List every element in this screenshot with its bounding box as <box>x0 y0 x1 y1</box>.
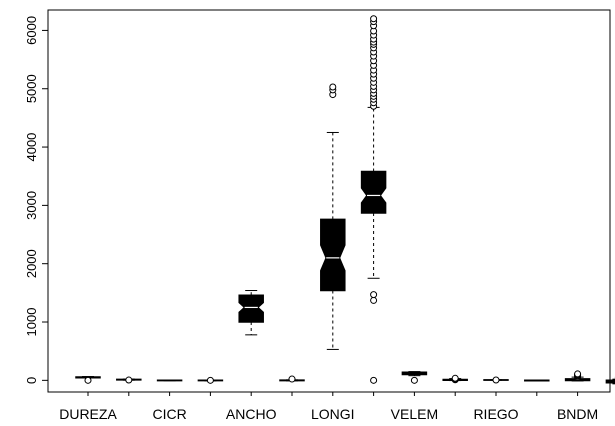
x-axis: DUREZA CICR ANCHO LONGI VELEM RIEGO BNDM <box>59 392 598 422</box>
outlier-point <box>84 376 92 384</box>
box-body <box>360 170 387 214</box>
box-4 <box>238 290 264 336</box>
box-1 <box>116 376 142 384</box>
y-tick-label: 6000 <box>24 16 39 45</box>
x-category-label: ANCHO <box>226 406 277 422</box>
x-category-label: LONGI <box>311 406 355 422</box>
box-10 <box>483 376 509 384</box>
outlier-point <box>370 296 378 304</box>
outlier-point <box>125 376 133 384</box>
x-category-label: DUREZA <box>59 406 117 422</box>
plot-frame <box>47 9 611 393</box>
x-category-label: VELEM <box>391 406 438 422</box>
box-0 <box>75 376 101 384</box>
outlier-point <box>329 83 337 91</box>
outlier-point <box>410 376 418 384</box>
plot-border <box>47 9 611 393</box>
x-category-label: RIEGO <box>473 406 518 422</box>
y-tick-label: 4000 <box>24 133 39 162</box>
x-category-label: BNDM <box>557 406 598 422</box>
box-13 <box>605 376 615 385</box>
y-tick-label: 2000 <box>24 249 39 278</box>
box-body <box>238 294 264 323</box>
box-body <box>320 218 346 292</box>
box-3 <box>197 376 224 384</box>
y-tick-label: 5000 <box>24 74 39 103</box>
box-6 <box>320 83 346 350</box>
outlier-point <box>574 370 582 378</box>
y-tick-label: 3000 <box>24 191 39 220</box>
box-5 <box>279 375 305 383</box>
y-tick-label: 0 <box>24 377 39 384</box>
box-12 <box>564 370 591 382</box>
box-9 <box>442 374 468 384</box>
box-8 <box>401 371 428 384</box>
outlier-point <box>288 375 296 383</box>
box-series <box>75 15 615 385</box>
outlier-point <box>451 374 459 382</box>
outlier-point <box>206 376 214 384</box>
box-7 <box>360 15 387 384</box>
y-tick-label: 1000 <box>24 308 39 337</box>
box-11 <box>524 379 550 382</box>
outlier-point <box>492 376 500 384</box>
outlier-point <box>370 291 378 299</box>
y-axis: 0 1000 2000 3000 4000 5000 6000 <box>24 16 48 384</box>
x-category-label: CICR <box>152 406 186 422</box>
outlier-point <box>370 15 378 23</box>
outlier-point <box>370 376 378 384</box>
